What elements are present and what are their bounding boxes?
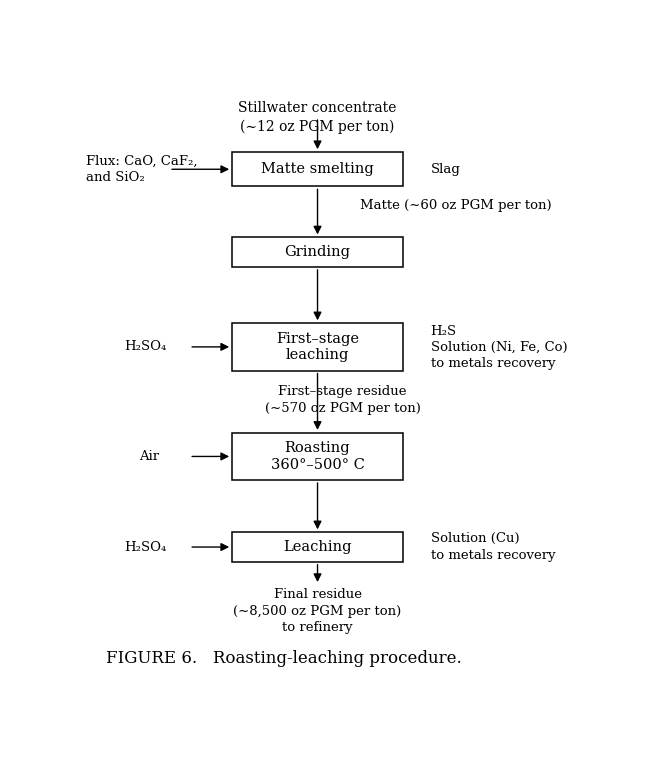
Text: H₂S: H₂S <box>431 325 457 338</box>
Text: H₂SO₄: H₂SO₄ <box>124 541 166 554</box>
FancyBboxPatch shape <box>232 323 403 371</box>
FancyBboxPatch shape <box>232 238 403 267</box>
Text: Grinding: Grinding <box>284 245 350 259</box>
Text: First–stage
leaching: First–stage leaching <box>276 331 359 362</box>
FancyBboxPatch shape <box>232 152 403 186</box>
Text: Final residue
(∼8,500 oz PGM per ton)
to refinery: Final residue (∼8,500 oz PGM per ton) to… <box>234 588 402 634</box>
Text: Solution (Ni, Fe, Co)
to metals recovery: Solution (Ni, Fe, Co) to metals recovery <box>431 341 567 370</box>
FancyBboxPatch shape <box>232 433 403 480</box>
Text: Air: Air <box>139 450 159 463</box>
Text: Solution (Cu)
to metals recovery: Solution (Cu) to metals recovery <box>431 532 556 562</box>
Text: Matte (∼60 oz PGM per ton): Matte (∼60 oz PGM per ton) <box>360 199 552 212</box>
Text: H₂SO₄: H₂SO₄ <box>124 341 166 354</box>
Text: Slag: Slag <box>431 163 461 176</box>
FancyBboxPatch shape <box>232 532 403 562</box>
Text: Matte smelting: Matte smelting <box>261 162 374 176</box>
Text: First–stage residue
(∼570 oz PGM per ton): First–stage residue (∼570 oz PGM per ton… <box>265 385 421 415</box>
Text: Roasting
360°–500° C: Roasting 360°–500° C <box>271 441 365 472</box>
Text: FIGURE 6.   Roasting‑leaching procedure.: FIGURE 6. Roasting‑leaching procedure. <box>106 650 462 667</box>
Text: Flux: CaO, CaF₂,
and SiO₂: Flux: CaO, CaF₂, and SiO₂ <box>86 155 198 184</box>
Text: Stillwater concentrate
(∼12 oz PGM per ton): Stillwater concentrate (∼12 oz PGM per t… <box>238 102 397 134</box>
Text: Leaching: Leaching <box>283 540 352 554</box>
